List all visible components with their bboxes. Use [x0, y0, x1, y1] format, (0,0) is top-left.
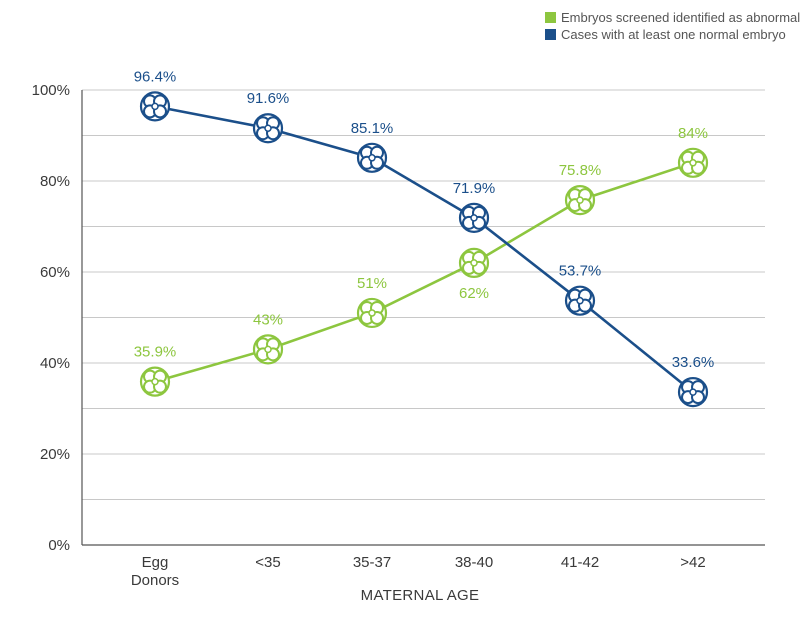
embryo-icon	[458, 202, 490, 233]
x-tick-label: 38-40	[455, 554, 493, 571]
legend-swatch	[545, 12, 556, 23]
y-tick-label: 20%	[40, 446, 70, 463]
y-tick-label: 60%	[40, 264, 70, 281]
data-label: 85.1%	[351, 120, 394, 137]
embryo-icon	[252, 113, 284, 144]
data-label: 33.6%	[672, 354, 715, 371]
y-tick-label: 0%	[48, 537, 70, 554]
embryo-icon	[139, 91, 171, 122]
embryo-icon	[458, 247, 490, 278]
embryo-icon	[564, 185, 596, 216]
embryo-icon	[356, 142, 388, 173]
data-points	[139, 91, 709, 408]
data-label: 43%	[253, 311, 283, 328]
legend-label: Embryos screened identified as abnormal	[561, 10, 800, 25]
embryo-icon	[677, 377, 709, 408]
data-labels: 35.9% 43% 51% 62% 75.8% 84% 96.4% 91.6% 85.1% 71.…	[134, 68, 715, 371]
data-label: 51%	[357, 275, 387, 292]
x-tick-label: <35	[255, 554, 280, 571]
series-lines	[154, 105, 694, 394]
x-axis-title: MATERNAL AGE	[361, 587, 480, 604]
x-tick-label: 35-37	[353, 554, 391, 571]
x-tick-label: >42	[680, 554, 705, 571]
normal-series-line	[154, 105, 694, 394]
legend-swatch	[545, 29, 556, 40]
gridlines	[82, 89, 765, 500]
data-label: 91.6%	[247, 90, 290, 107]
y-tick-label: 100%	[32, 82, 70, 99]
x-tick-label: 41-42	[561, 554, 599, 571]
embryo-icon	[564, 285, 596, 316]
embryo-icon	[252, 334, 284, 365]
data-label: 53.7%	[559, 263, 602, 280]
y-tick-label: 40%	[40, 355, 70, 372]
embryo-icon	[356, 297, 388, 329]
x-tick-label: Egg Donors	[131, 554, 179, 589]
legend-label: Cases with at least one normal embryo	[561, 27, 786, 42]
data-label: 62%	[459, 285, 489, 302]
embryo-icon	[139, 366, 171, 397]
legend: Embryos screened identified as abnormal C…	[545, 10, 800, 42]
axes: 0% 20% 40% 60% 80% 100% Egg Donors <35 35-37 38-40…	[32, 82, 765, 589]
data-label: 96.4%	[134, 68, 177, 85]
data-label: 84%	[678, 125, 708, 142]
data-label: 71.9%	[453, 180, 496, 197]
y-tick-label: 80%	[40, 173, 70, 190]
data-label: 35.9%	[134, 344, 177, 361]
embryo-icon	[677, 147, 709, 178]
data-label: 75.8%	[559, 162, 602, 179]
abnormal-series-line	[154, 161, 694, 383]
